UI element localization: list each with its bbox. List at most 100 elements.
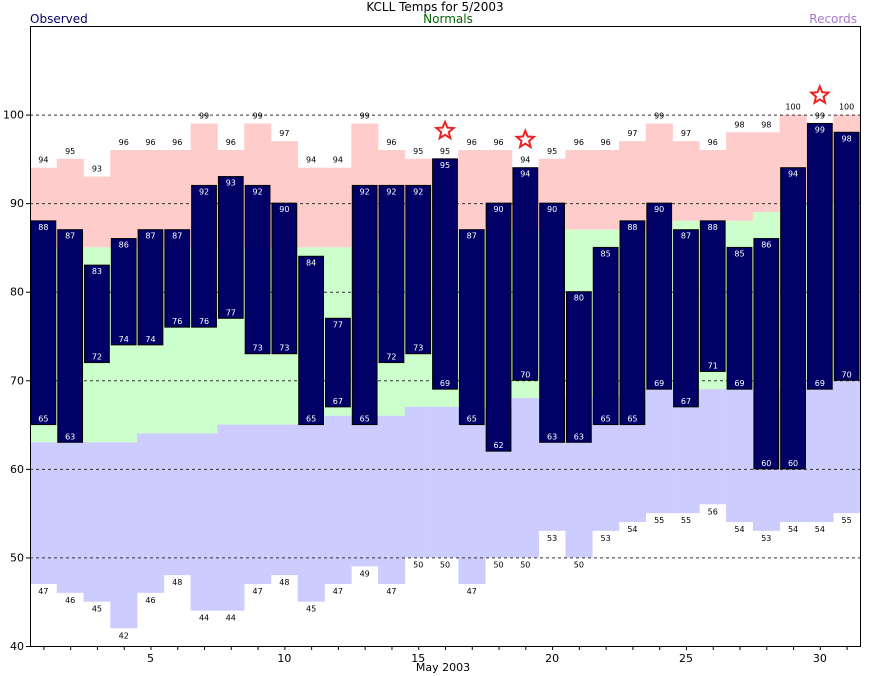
record-high-label: 95 — [413, 147, 423, 156]
observed-bar — [780, 167, 806, 470]
record-low-label: 50 — [493, 560, 503, 569]
record-low-band — [726, 389, 754, 522]
record-low-label: 47 — [467, 587, 477, 596]
record-low-band — [190, 433, 218, 611]
record-low-band — [324, 415, 352, 584]
observed-high-label: 90 — [547, 205, 557, 214]
record-high-band — [565, 150, 593, 230]
record-low-band — [699, 389, 727, 505]
legend-observed: Observed — [30, 12, 88, 26]
record-low-label: 50 — [440, 560, 450, 569]
record-high-label: 96 — [467, 138, 477, 147]
observed-low-label: 77 — [226, 308, 236, 317]
record-star-icon — [433, 119, 457, 141]
observed-bar — [405, 184, 432, 355]
observed-low-label: 73 — [252, 344, 262, 353]
observed-bar — [84, 264, 110, 364]
observed-high-label: 87 — [681, 232, 691, 241]
observed-bar — [271, 202, 298, 355]
observed-low-label: 65 — [38, 415, 48, 424]
observed-low-label: 65 — [467, 415, 477, 424]
observed-high-label: 87 — [145, 232, 155, 241]
observed-high-label: 77 — [333, 320, 343, 329]
x-tick-label: 25 — [679, 652, 693, 665]
axes: 40 50 60 70 80 90 100 5 10 15 20 25 30 — [3, 109, 848, 665]
observed-high-label: 80 — [574, 294, 584, 303]
record-high-label: 96 — [386, 138, 396, 147]
record-high-label: 98 — [734, 120, 744, 129]
record-low-label: 47 — [333, 587, 343, 596]
observed-bar — [164, 229, 191, 328]
x-tick-label: 5 — [147, 652, 154, 665]
observed-high-label: 92 — [360, 187, 370, 196]
observed-low-label: 63 — [574, 432, 584, 441]
record-high-label: 93 — [92, 165, 102, 174]
observed-bar — [244, 184, 271, 355]
y-tick-label: 100 — [3, 109, 24, 122]
record-low-band — [30, 442, 58, 584]
record-low-band — [378, 415, 406, 584]
record-high-label: 96 — [172, 138, 182, 147]
observed-bar — [592, 246, 619, 426]
record-low-band — [297, 424, 325, 602]
record-low-label: 53 — [761, 534, 771, 543]
observed-high-label: 88 — [708, 223, 718, 232]
observed-bar — [30, 220, 57, 426]
record-high-band — [110, 150, 138, 248]
value-labels: 88 65 94 47 87 63 95 46 83 72 93 45 86 74 96 42 87 74 96 46… — [38, 103, 854, 641]
observed-bar — [432, 158, 458, 390]
observed-high-label: 92 — [413, 187, 423, 196]
y-tick-label: 40 — [10, 640, 24, 653]
record-high-band — [83, 176, 111, 248]
observed-low-label: 73 — [413, 344, 423, 353]
observed-low-label: 74 — [145, 335, 155, 344]
record-low-label: 53 — [547, 534, 557, 543]
observed-bar — [325, 317, 351, 408]
record-low-label: 49 — [360, 569, 370, 578]
record-high-band — [458, 150, 486, 230]
observed-high-label: 93 — [226, 179, 236, 188]
record-low-label: 55 — [654, 516, 664, 525]
record-low-label: 47 — [252, 587, 262, 596]
observed-high-label: 85 — [601, 249, 611, 258]
record-low-band — [351, 415, 379, 567]
observed-bar — [619, 220, 646, 426]
observed-high-label: 85 — [734, 249, 744, 258]
record-low-band — [217, 424, 245, 611]
observed-bar — [726, 246, 753, 390]
record-high-label: 94 — [306, 156, 316, 165]
observed-high-label: 90 — [654, 205, 664, 214]
observed-low-label: 72 — [386, 353, 396, 362]
observed-high-label: 90 — [279, 205, 289, 214]
record-low-band — [270, 424, 299, 576]
record-high-label: 94 — [333, 156, 343, 165]
record-high-label: 96 — [574, 138, 584, 147]
record-high-label: 97 — [627, 129, 637, 138]
record-high-band — [592, 150, 620, 230]
record-low-band — [56, 442, 84, 593]
record-high-label: 99 — [252, 111, 262, 120]
observed-low-label: 71 — [708, 361, 718, 370]
observed-low-label: 76 — [172, 317, 182, 326]
record-high-label: 97 — [681, 129, 691, 138]
observed-low-label: 69 — [815, 379, 825, 388]
observed-low-label: 67 — [681, 397, 691, 406]
observed-bar — [565, 291, 592, 443]
observed-high-label: 99 — [815, 125, 825, 134]
observed-high-label: 94 — [788, 170, 798, 179]
observed-bar — [137, 229, 164, 346]
record-low-label: 47 — [386, 587, 396, 596]
record-low-label: 55 — [681, 516, 691, 525]
observed-bar — [753, 238, 780, 470]
observed-low-label: 69 — [440, 379, 450, 388]
x-tick-label: 15 — [411, 652, 425, 665]
record-low-band — [110, 442, 138, 629]
record-low-label: 45 — [306, 605, 316, 614]
observed-bar — [217, 176, 244, 319]
record-markers — [433, 83, 831, 150]
observed-low-label: 63 — [65, 432, 75, 441]
observed-low-label: 67 — [333, 397, 343, 406]
record-high-label: 96 — [493, 138, 503, 147]
observed-bar — [110, 238, 137, 346]
record-high-label: 96 — [226, 138, 236, 147]
